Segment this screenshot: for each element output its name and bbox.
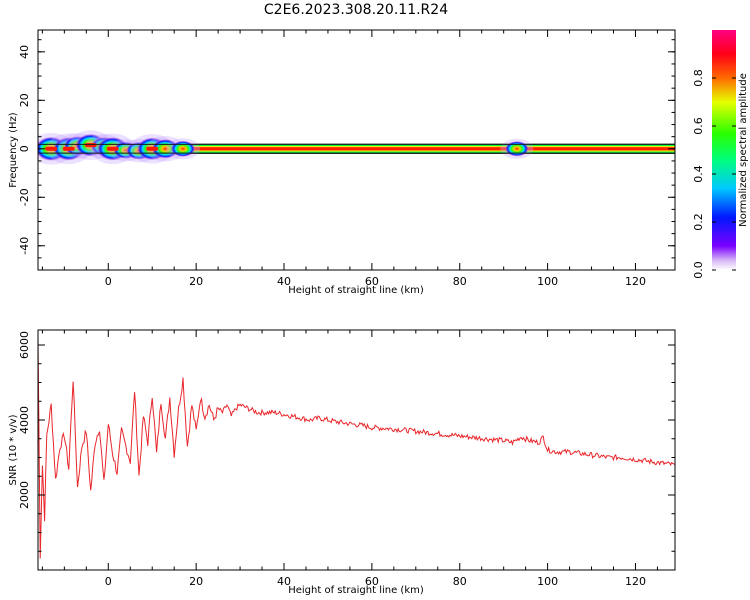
y-tick-label: -40 [18,237,31,255]
x-tick-label: 20 [189,275,203,288]
heatmap-blob [151,138,180,159]
heatmap-axes: 0 20 40 60 80 100 120 -40 -20 0 20 40 [18,30,675,288]
heatmap-cells [38,130,675,165]
snr-panel: 0 20 40 60 80 100 120 2000 4000 6000 Height of st… [8,329,676,596]
colorbar: 0.0 0.2 0.4 0.6 0.8 Normalized spectral ampl… [692,30,749,279]
heatmap-core [84,143,97,148]
snr-y-axis-label: SNR (10 * v/v) [8,414,19,485]
colorbar-gradient [712,30,736,270]
heatmap-core [45,146,58,151]
x-tick-label: 40 [277,575,291,588]
y-tick-label: 40 [18,45,31,59]
heatmap-frame [37,29,676,271]
colorbar-tick-label: 0.0 [692,261,705,279]
snr-series-line [38,337,675,559]
heatmap-core [106,146,119,151]
heatmap-blob [505,140,529,157]
colorbar-ticks: 0.0 0.2 0.4 0.6 0.8 [692,69,736,279]
x-tick-label: 120 [625,575,646,588]
x-tick-label: 20 [189,575,203,588]
y-tick-label: 2000 [18,481,31,509]
heatmap-x-axis-label: Height of straight line (km) [288,285,424,296]
y-tick-label: 20 [18,93,31,107]
x-tick-label: 60 [365,575,379,588]
y-tick-label: -20 [18,188,31,206]
chart-title: C2E6.2023.308.20.11.R24 [264,2,448,18]
colorbar-tick-label: 0.2 [692,213,705,231]
y-tick-label: 0 [18,145,31,152]
heatmap-panel: 0 20 40 60 80 100 120 -40 -20 0 20 40 Height of str… [8,29,676,296]
heatmap-y-axis-label: Frequency (Hz) [8,112,19,188]
x-tick-label: 60 [365,275,379,288]
x-tick-label: 100 [537,275,558,288]
snr-plot-area [38,330,675,570]
colorbar-tick-label: 0.6 [692,117,705,135]
colorbar-tick-label: 0.8 [692,69,705,87]
x-tick-label: 0 [105,275,112,288]
x-tick-label: 80 [453,275,467,288]
y-tick-label: 6000 [18,331,31,359]
snr-axes: 0 20 40 60 80 100 120 2000 4000 6000 [18,330,675,588]
snr-frame [37,329,676,571]
y-tick-label: 4000 [18,406,31,434]
snr-x-axis-label: Height of straight line (km) [288,585,424,596]
heatmap-blob [170,140,196,157]
colorbar-tick-label: 0.4 [692,165,705,183]
x-tick-label: 0 [105,575,112,588]
heatmap-core [62,146,75,151]
x-tick-label: 100 [537,575,558,588]
x-tick-label: 40 [277,275,291,288]
x-tick-label: 120 [625,275,646,288]
x-tick-label: 80 [453,575,467,588]
heatmap-core [146,146,159,151]
colorbar-label: Normalized spectral amplitude [738,73,749,227]
heatmap-band [169,147,675,151]
